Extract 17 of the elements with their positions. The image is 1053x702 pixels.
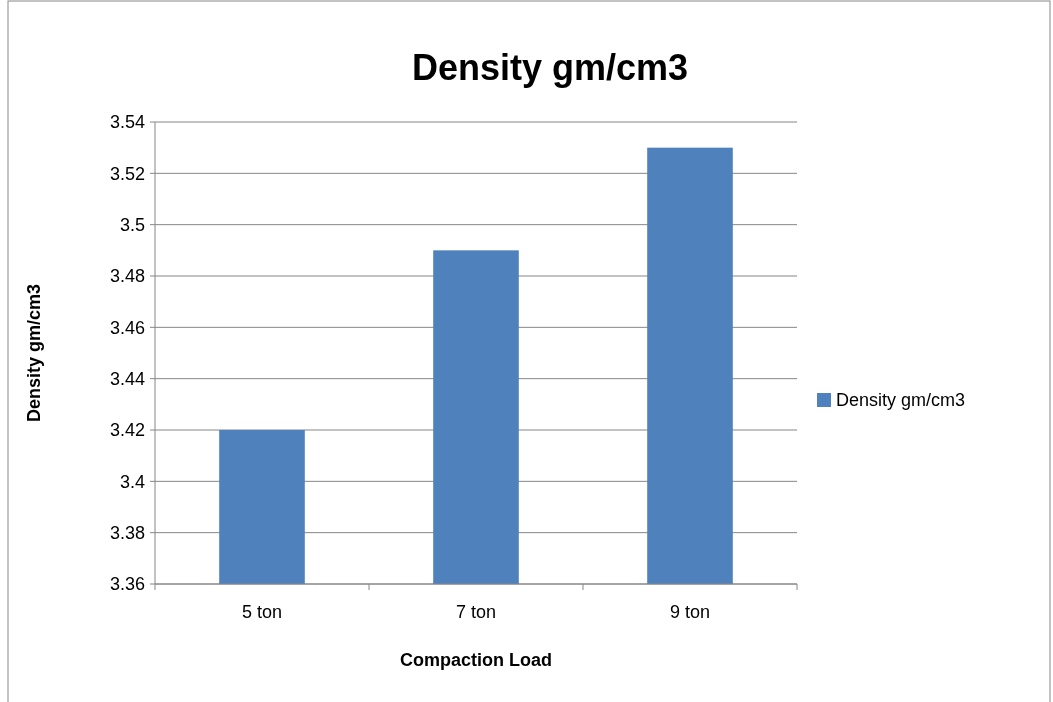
y-axis-title: Density gm/cm3 — [24, 283, 44, 423]
legend-label: Density gm/cm3 — [836, 390, 966, 411]
y-tick-label: 3.38 — [109, 522, 145, 543]
y-tick-label: 3.44 — [109, 368, 145, 389]
x-tick-label: 7 ton — [455, 602, 497, 622]
y-tick-label: 3.5 — [119, 214, 145, 235]
y-tick-label: 3.4 — [119, 471, 145, 492]
y-tick-label: 3.46 — [109, 317, 145, 338]
y-tick-label: 3.54 — [109, 112, 145, 133]
y-tick-label: 3.36 — [109, 574, 145, 595]
x-axis-title: Compaction Load — [400, 650, 552, 670]
x-tick-label: 9 ton — [669, 602, 711, 622]
y-tick-label: 3.42 — [109, 420, 145, 441]
chart-title: Density gm/cm3 — [411, 47, 689, 88]
y-tick-label: 3.48 — [109, 266, 145, 287]
x-tick-label: 5 ton — [241, 602, 283, 622]
y-tick-label: 3.52 — [109, 163, 145, 184]
